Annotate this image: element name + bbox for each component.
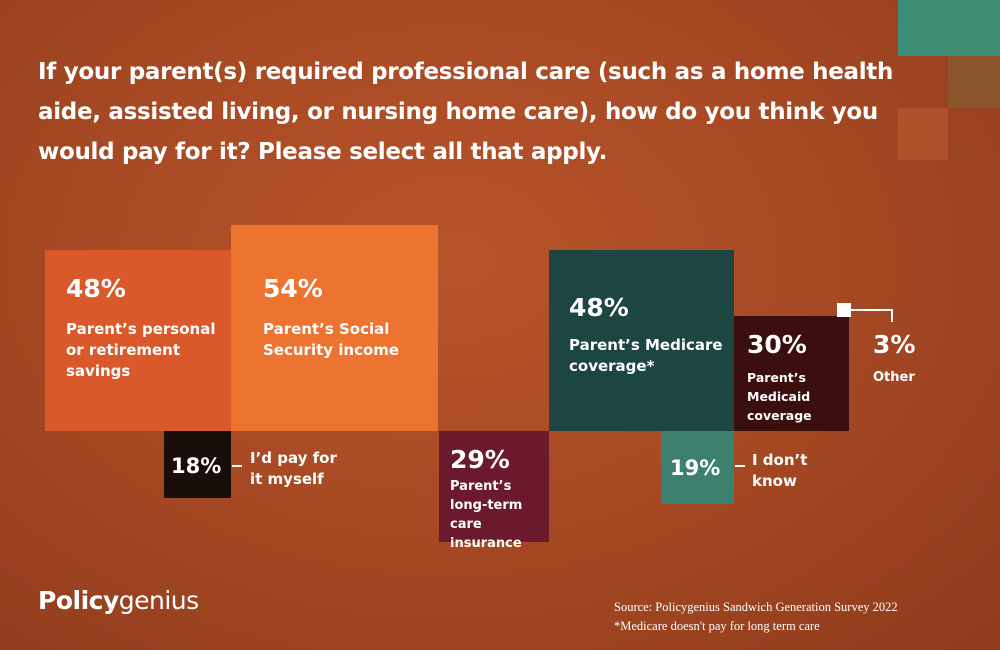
chart-title: If your parent(s) required professional …	[38, 59, 894, 165]
bar-dont-know	[661, 431, 734, 504]
decor-square-olive	[948, 56, 1000, 108]
bar-pay-myself	[164, 431, 231, 498]
connector-dont-know	[735, 465, 745, 467]
source-line: Source: Policygenius Sandwich Generation…	[614, 600, 898, 614]
bar-social-security	[231, 225, 438, 431]
connector-pay-myself	[232, 465, 242, 467]
value-medicaid: 30%	[747, 330, 807, 359]
bar-personal-savings	[45, 250, 231, 431]
connector-other-horizontal	[851, 309, 893, 311]
value-social-security: 54%	[263, 274, 323, 303]
label-medicaid: Parent’s Medicaid coverage	[747, 370, 812, 423]
bar-medicare	[549, 250, 734, 431]
value-personal-savings: 48%	[66, 274, 126, 303]
bar-medicaid	[734, 316, 849, 431]
value-medicare: 48%	[569, 293, 629, 322]
label-social-security: Parent’s Social Security income	[263, 320, 400, 359]
decor-square-rust	[898, 108, 948, 160]
policygenius-logo: Policygenius	[38, 586, 199, 615]
label-dont-know: I don’t know	[752, 451, 808, 490]
label-other: Other	[873, 370, 915, 385]
label-ltc-insurance: Parent’s long-term care insurance	[450, 479, 523, 551]
footnote-line: *Medicare doesn't pay for long term care	[614, 619, 820, 633]
logo-light-text: genius	[118, 586, 199, 615]
bar-other	[837, 303, 851, 317]
value-dont-know: 19%	[670, 456, 721, 480]
value-pay-myself: 18%	[171, 454, 222, 478]
logo-bold-text: Policy	[38, 586, 119, 615]
bar-ltc-insurance	[439, 431, 549, 542]
connector-other-vertical	[891, 309, 893, 322]
label-medicare: Parent’s Medicare coverage*	[569, 336, 723, 375]
label-personal-savings: Parent’s personal or retirement savings	[66, 320, 216, 380]
value-other: 3%	[873, 330, 916, 359]
value-ltc-insurance: 29%	[450, 445, 510, 474]
decor-square-teal	[898, 0, 1000, 56]
source-note: Source: Policygenius Sandwich Generation…	[604, 598, 944, 636]
label-pay-myself: I’d pay for it myself	[250, 449, 337, 488]
